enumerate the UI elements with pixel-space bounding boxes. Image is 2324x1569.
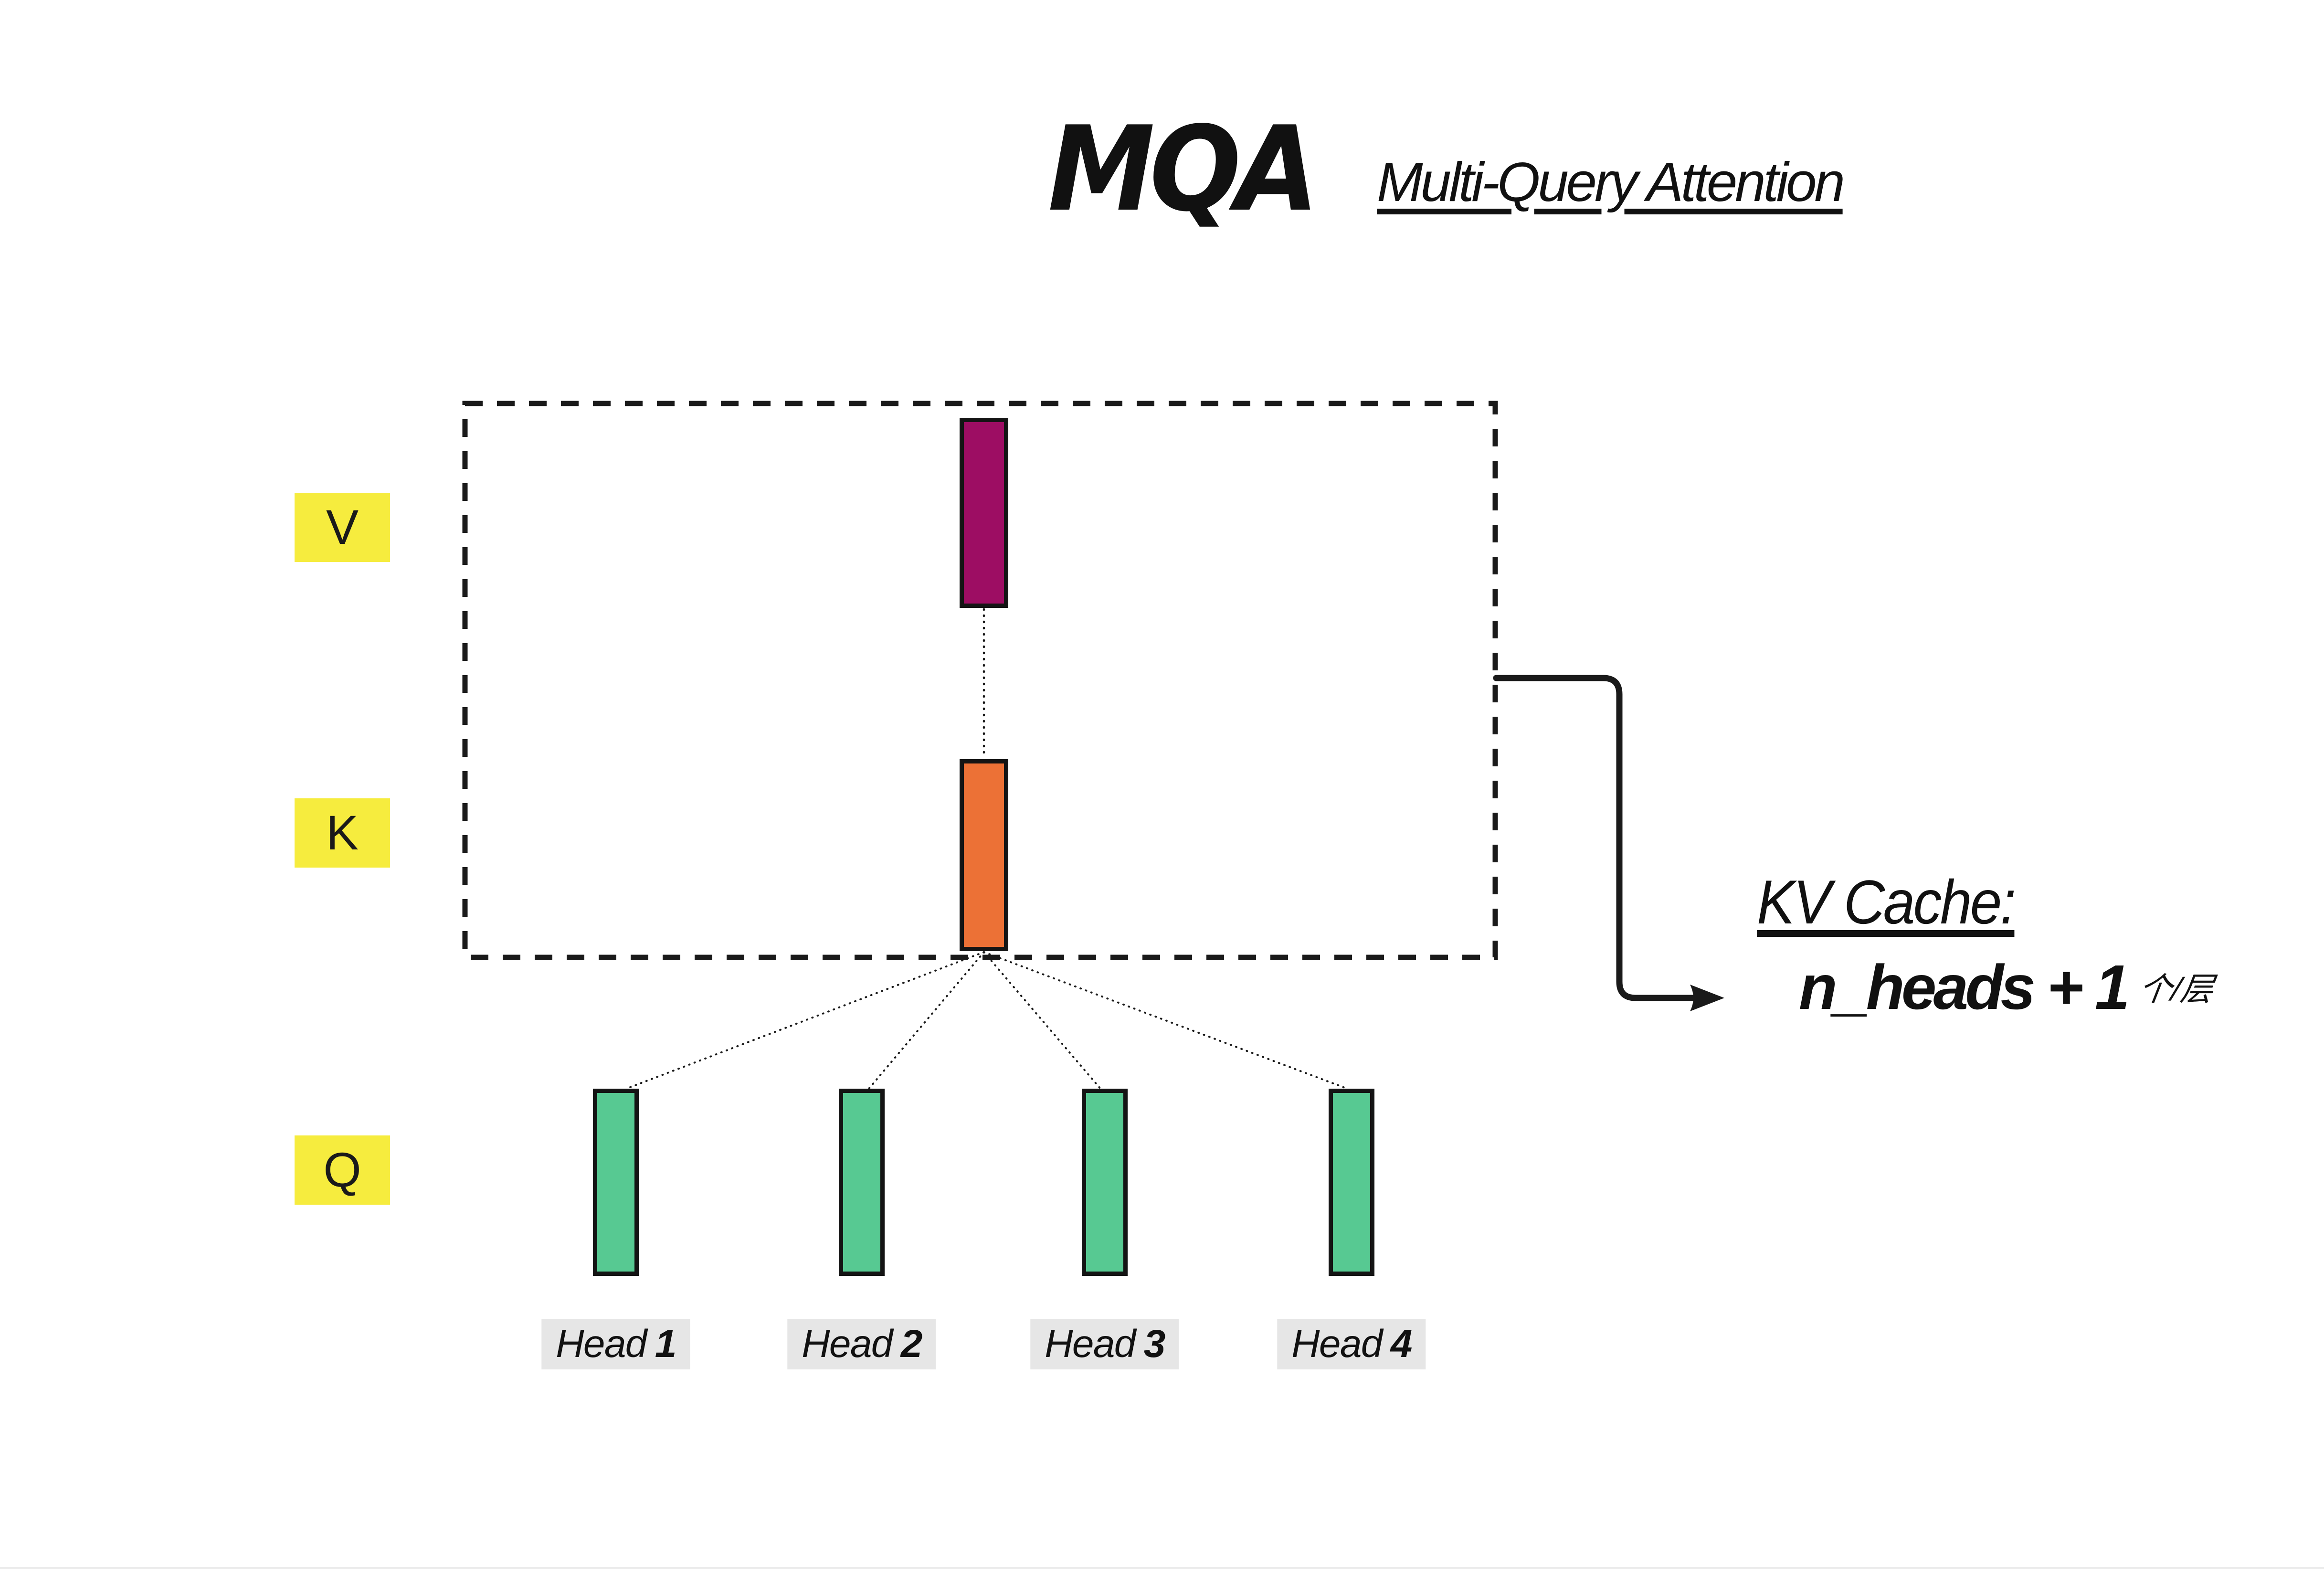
page-title-abbreviation: MQA	[1048, 101, 1319, 237]
attention-link-head-3	[983, 951, 1101, 1090]
query-bar-head-1	[593, 1089, 639, 1276]
head-label-number: 3	[1143, 1322, 1166, 1366]
page-title-full-name: Multi-Query Attention	[1377, 151, 1845, 213]
head-label-text: Head	[556, 1322, 647, 1366]
attention-link-head-1	[625, 951, 985, 1090]
kv-cache-dashed-box	[462, 401, 1498, 960]
query-bar-head-4	[1329, 1089, 1374, 1276]
head-label-number: 1	[655, 1322, 677, 1366]
kv-cache-heading: KV Cache:	[1757, 867, 2016, 937]
kv-cache-connector-arrow	[1493, 675, 1724, 1011]
head-label-number: 4	[1390, 1322, 1413, 1366]
attention-link-head-2	[868, 951, 985, 1090]
head-label-number: 2	[900, 1322, 923, 1366]
value-bar-shared	[960, 418, 1008, 608]
head-label-text: Head	[1045, 1322, 1136, 1366]
head-2-label: Head 2	[787, 1319, 936, 1369]
kv-cache-size-unit: 个/层	[2136, 971, 2216, 1007]
query-bar-head-3	[1082, 1089, 1128, 1276]
kv-cache-size-row: n_heads + 1 个/层	[1799, 956, 2216, 1019]
row-label-key: K	[295, 798, 390, 868]
head-3-label: Head 3	[1030, 1319, 1179, 1369]
page-bottom-edge	[0, 1567, 2324, 1569]
head-4-label: Head 4	[1277, 1319, 1426, 1369]
attention-link-head-4	[983, 951, 1348, 1090]
row-label-query: Q	[295, 1135, 390, 1205]
kv-cache-size-formula: n_heads + 1	[1799, 952, 2130, 1022]
head-label-text: Head	[1291, 1322, 1383, 1366]
query-bar-head-2	[839, 1089, 885, 1276]
head-label-text: Head	[802, 1322, 893, 1366]
row-label-value: V	[295, 493, 390, 562]
head-1-label: Head 1	[541, 1319, 690, 1369]
key-bar-shared	[960, 759, 1008, 951]
